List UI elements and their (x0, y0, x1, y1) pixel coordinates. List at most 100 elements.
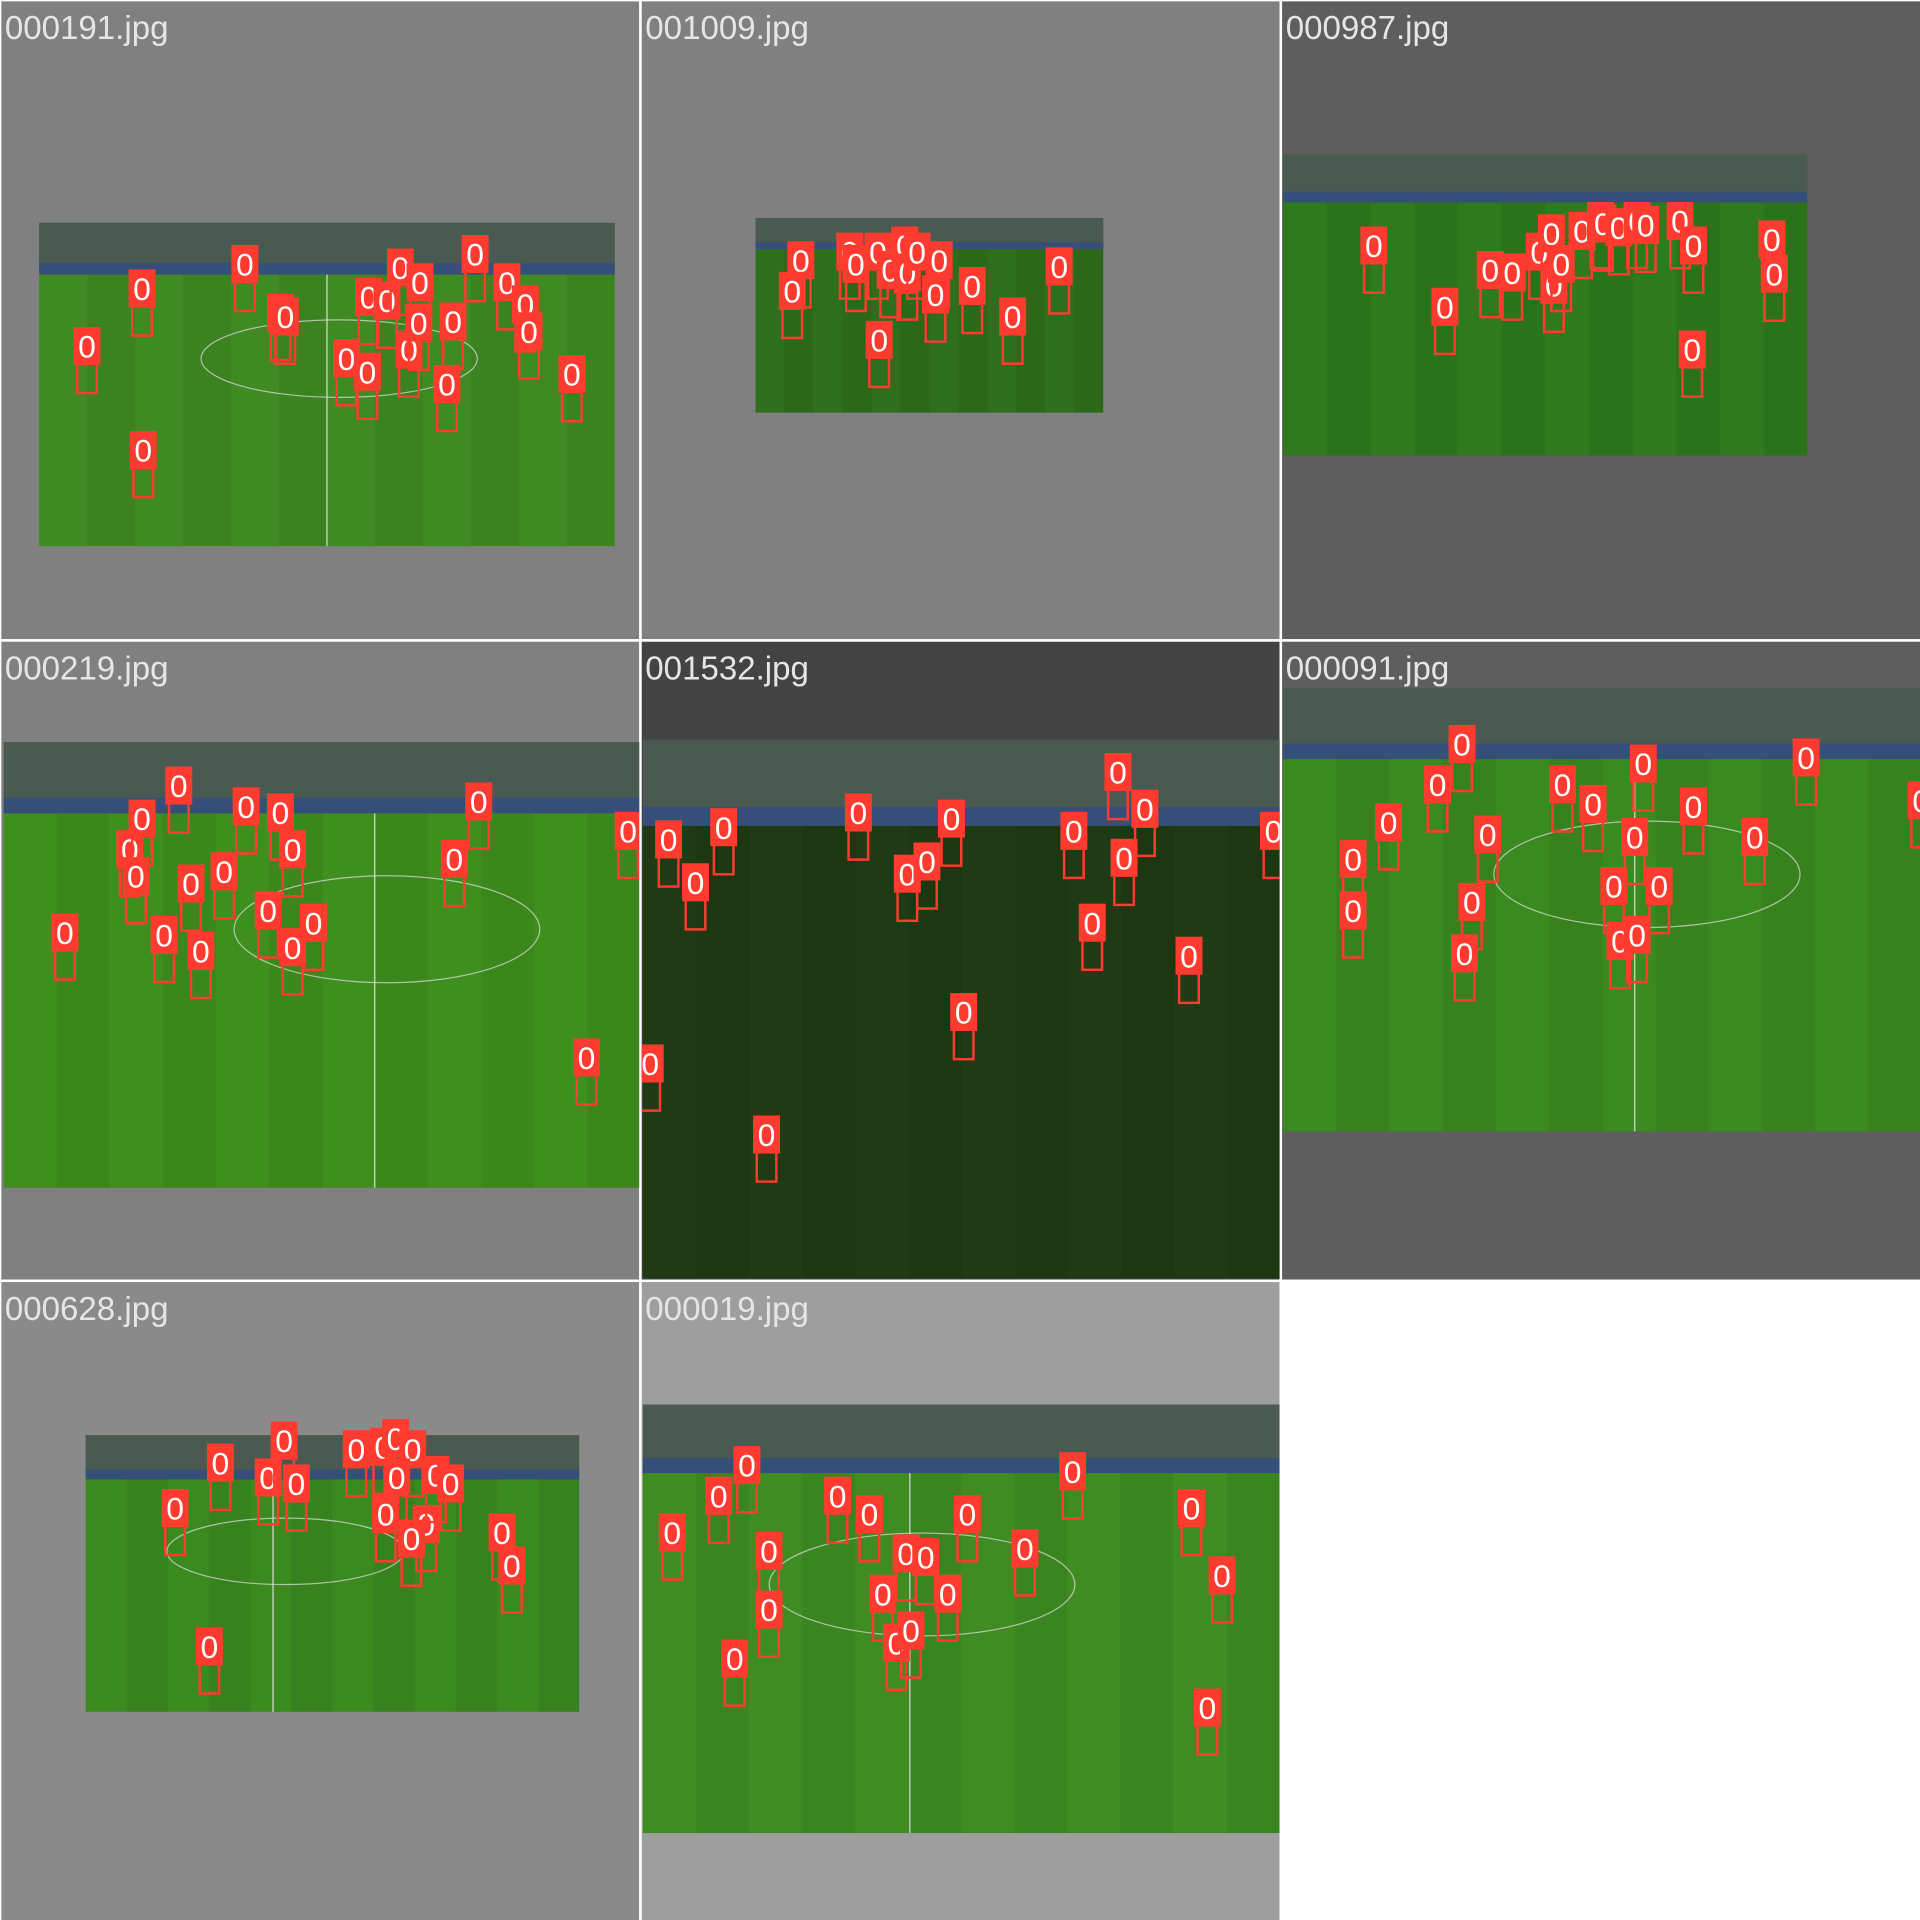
label-background (232, 787, 260, 826)
grass-stripe (802, 825, 856, 1279)
center-circle (233, 875, 541, 984)
label-background (1360, 226, 1388, 265)
label-background (254, 1458, 282, 1497)
label-background (950, 993, 978, 1032)
grass-stripe (481, 813, 535, 1188)
box-label: 0 (1456, 936, 1474, 972)
box-label: 0 (829, 1478, 847, 1514)
center-circle (200, 319, 478, 399)
label-background (869, 1574, 897, 1613)
label-background (1547, 244, 1575, 283)
box-label: 0 (192, 933, 210, 969)
box-label: 0 (182, 866, 200, 902)
label-background (1339, 891, 1367, 930)
box-label: 0 (358, 354, 376, 390)
box-label: 0 (403, 1521, 421, 1557)
box-label: 0 (215, 854, 233, 890)
label-background (1678, 330, 1706, 369)
box-label: 0 (284, 930, 302, 966)
label-background (705, 1476, 733, 1515)
box-label: 0 (155, 918, 173, 954)
grass-stripe (908, 1473, 962, 1834)
box-label: 0 (1136, 791, 1154, 827)
label-background (1741, 817, 1769, 856)
box-label: 0 (410, 305, 428, 341)
label-background (406, 263, 434, 302)
grass-stripe (375, 813, 429, 1188)
label-background (440, 840, 468, 878)
detection-box (1910, 816, 1920, 849)
tile: 000000000000000000000000191.jpg (1, 1, 640, 640)
label-background (279, 830, 307, 869)
label-background (1907, 781, 1920, 820)
label-background (342, 1430, 370, 1469)
grass-stripe (209, 1479, 251, 1712)
box-label: 0 (133, 801, 151, 837)
label-background (1175, 936, 1203, 975)
file-name: 000091.jpg (1286, 651, 1450, 688)
label-background (865, 320, 893, 359)
label-background (397, 1519, 425, 1558)
label-background (1110, 838, 1138, 877)
label-background (1632, 205, 1660, 244)
file-name: 001009.jpg (645, 10, 809, 47)
label-background (897, 1611, 925, 1650)
label-background (1760, 254, 1788, 293)
box-label: 0 (1115, 840, 1133, 876)
box-label: 0 (897, 1536, 915, 1572)
box-label: 0 (201, 1629, 219, 1665)
grass-stripe (56, 813, 110, 1188)
label-background (195, 1627, 223, 1666)
box-label: 0 (1463, 884, 1481, 920)
ad-boards (85, 1469, 580, 1480)
file-name: 000191.jpg (5, 10, 169, 47)
box-label: 0 (503, 1548, 521, 1584)
box-label: 0 (388, 1460, 406, 1496)
label-background (488, 1513, 516, 1552)
label-background (353, 352, 381, 391)
box-label: 0 (1436, 289, 1454, 325)
box-label: 0 (377, 1497, 395, 1533)
box-label: 0 (1554, 767, 1572, 803)
box-label: 0 (1763, 222, 1781, 258)
box-label: 0 (166, 1491, 184, 1527)
grass-stripe (566, 274, 615, 547)
label-background (122, 857, 150, 896)
box-label: 0 (438, 367, 456, 403)
box-label: 0 (305, 905, 323, 941)
box-label: 0 (1610, 210, 1628, 246)
grass-stripe (1226, 1473, 1280, 1834)
label-background (912, 1537, 940, 1576)
label-background (1498, 253, 1526, 292)
field (85, 1435, 580, 1712)
label-background (1758, 220, 1786, 259)
label-background (128, 799, 156, 838)
box-label: 0 (1481, 253, 1499, 289)
label-background (1424, 765, 1452, 804)
label-background (231, 244, 259, 283)
box-label: 0 (360, 280, 378, 316)
label-background (266, 793, 294, 832)
label-background (187, 931, 215, 970)
ad-boards (39, 263, 615, 275)
label-background (755, 1590, 783, 1629)
label-background (1011, 1529, 1039, 1568)
box-label: 0 (870, 322, 888, 358)
box-label: 0 (392, 250, 410, 286)
box-label: 0 (792, 243, 810, 279)
label-background (1104, 753, 1132, 792)
grass-stripe (1227, 825, 1280, 1279)
box-label: 0 (1180, 938, 1198, 974)
label-background (1645, 866, 1673, 905)
label-background (682, 863, 709, 902)
box-label: 0 (134, 433, 152, 469)
box-label: 0 (939, 1576, 957, 1612)
box-label: 0 (927, 277, 945, 313)
label-background (1131, 789, 1159, 828)
box-label: 0 (715, 810, 733, 846)
box-label: 0 (78, 329, 96, 365)
box-label: 0 (847, 247, 865, 283)
label-background (437, 1464, 465, 1503)
label-background (498, 1546, 526, 1585)
